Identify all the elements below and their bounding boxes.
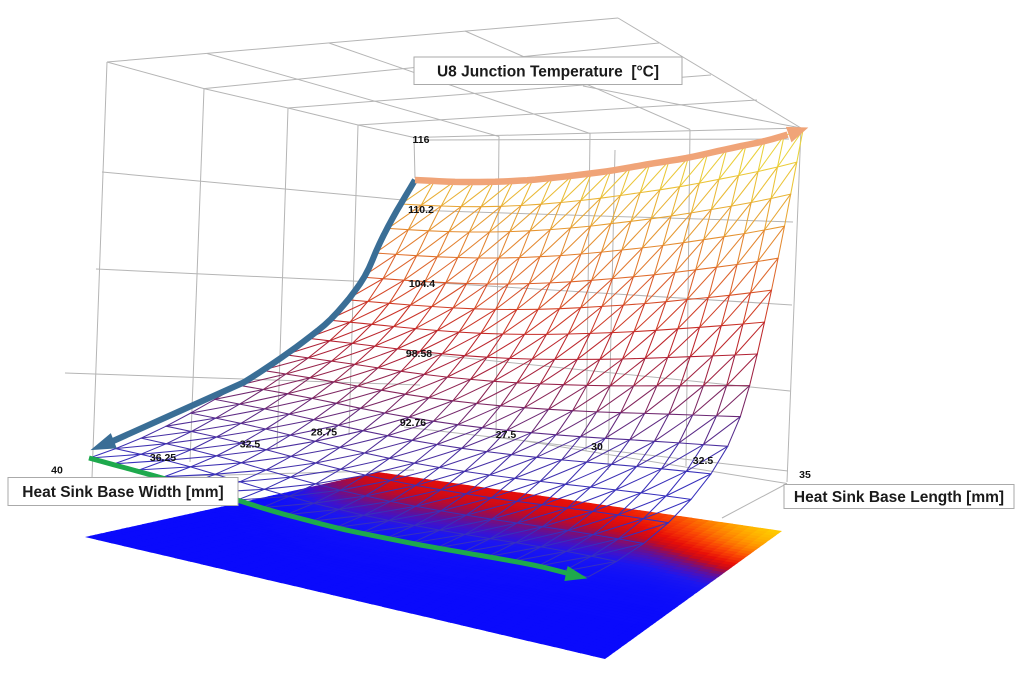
svg-text:36.25: 36.25	[150, 452, 176, 464]
svg-text:32.5: 32.5	[693, 455, 714, 467]
svg-text:40: 40	[51, 465, 63, 477]
svg-text:104.4: 104.4	[409, 278, 435, 290]
svg-text:30: 30	[591, 441, 603, 453]
svg-text:Heat Sink Base Width [mm]: Heat Sink Base Width [mm]	[22, 484, 223, 501]
svg-text:Heat Sink Base Length [mm]: Heat Sink Base Length [mm]	[794, 489, 1004, 506]
svg-text:28.75: 28.75	[311, 427, 337, 439]
svg-text:35: 35	[799, 469, 811, 481]
svg-text:110.2: 110.2	[408, 204, 434, 216]
svg-text:98.58: 98.58	[406, 348, 432, 360]
svg-text:27.5: 27.5	[496, 429, 517, 441]
svg-text:92.76: 92.76	[400, 417, 426, 429]
svg-text:U8 Junction Temperature [°C]: U8 Junction Temperature [°C]	[437, 64, 659, 81]
svg-text:116: 116	[413, 134, 430, 146]
svg-text:32.5: 32.5	[240, 439, 261, 451]
